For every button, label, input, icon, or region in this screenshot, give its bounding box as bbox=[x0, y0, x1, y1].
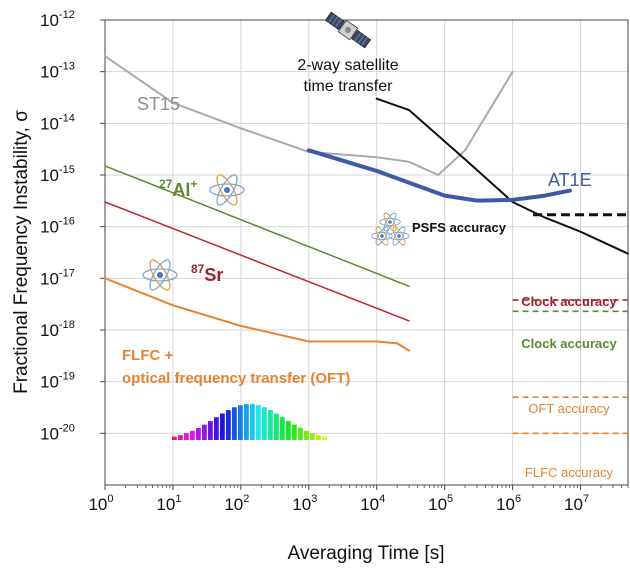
spectrum-comb-tooth bbox=[250, 404, 255, 440]
spectrum-comb-tooth bbox=[322, 436, 327, 440]
spectrum-comb-tooth bbox=[244, 404, 249, 440]
al-charge: + bbox=[190, 177, 197, 191]
spectrum-comb-tooth bbox=[256, 405, 261, 440]
satellite-label-line1: 2-way satellite bbox=[297, 57, 398, 74]
series-line bbox=[104, 165, 410, 288]
x-axis-title: Averaging Time [s] bbox=[287, 543, 444, 564]
spectrum-comb-tooth bbox=[184, 433, 189, 440]
psfs-accuracy-label: PSFS accuracy bbox=[412, 220, 507, 235]
y-tick-label: 10-14 bbox=[40, 112, 75, 133]
oft-accuracy-label: OFT accuracy bbox=[528, 401, 610, 416]
atom-cluster-icon bbox=[371, 212, 410, 246]
y-tick-label: 10-18 bbox=[40, 319, 75, 340]
series-line bbox=[104, 201, 410, 322]
spectrum-comb-tooth bbox=[298, 427, 303, 440]
spectrum-comb-tooth bbox=[304, 430, 309, 440]
spectrum-comb-tooth bbox=[202, 424, 207, 440]
spectrum-comb-tooth bbox=[220, 413, 225, 440]
spectrum-comb-tooth bbox=[232, 407, 237, 440]
spectrum-comb-tooth bbox=[268, 410, 273, 440]
x-tick-label: 101 bbox=[156, 493, 181, 514]
y-tick-label: 10-20 bbox=[40, 422, 75, 443]
satellite-icon bbox=[324, 11, 372, 49]
axis-ticks: 100 101 102 103 104 105 106 107 10-12 10-13 10-14 1… bbox=[40, 9, 629, 514]
y-tick-label: 10-17 bbox=[40, 267, 75, 288]
series-line bbox=[375, 97, 629, 255]
series-line bbox=[306, 148, 572, 203]
x-tick-label: 104 bbox=[360, 493, 385, 514]
reference-lines bbox=[512, 213, 628, 435]
spectrum-comb-tooth bbox=[310, 433, 315, 440]
y-tick-label: 10-19 bbox=[40, 371, 75, 392]
spectrum-comb-tooth bbox=[292, 424, 297, 440]
al-mass: 27 bbox=[159, 177, 173, 191]
y-tick-label: 10-12 bbox=[40, 9, 75, 30]
spectrum-comb-tooth bbox=[316, 435, 321, 440]
spectrum-comb-icon bbox=[172, 404, 327, 440]
spectrum-comb-tooth bbox=[274, 413, 279, 440]
spectrum-comb-tooth bbox=[190, 430, 195, 440]
atom-icon bbox=[209, 174, 245, 206]
sr-mass: 87 bbox=[191, 262, 205, 276]
clock-accuracy-red-label: Clock accuracy bbox=[521, 294, 617, 309]
y-axis-title: Fractional Frequency Instability, σ bbox=[11, 110, 32, 394]
y-tick-label: 10-16 bbox=[40, 216, 75, 237]
al-symbol: Al bbox=[172, 180, 190, 200]
al-label: 27Al+ bbox=[159, 177, 197, 200]
spectrum-comb-tooth bbox=[214, 417, 219, 440]
x-tick-label: 106 bbox=[496, 493, 521, 514]
st15-label: ST15 bbox=[137, 94, 180, 114]
series-line bbox=[104, 277, 411, 352]
spectrum-comb-tooth bbox=[280, 417, 285, 440]
spectrum-comb-tooth bbox=[286, 421, 291, 440]
spectrum-comb-tooth bbox=[196, 427, 201, 440]
flfc-accuracy-label: FLFC accuracy bbox=[525, 465, 614, 480]
spectrum-comb-tooth bbox=[262, 407, 267, 440]
y-tick-label: 10-13 bbox=[40, 61, 75, 82]
series-line bbox=[104, 55, 514, 176]
x-tick-label: 102 bbox=[224, 493, 249, 514]
y-tick-label: 10-15 bbox=[40, 164, 75, 185]
flfc-label-line2: optical frequency transfer (OFT) bbox=[122, 370, 350, 387]
series-layer bbox=[104, 55, 629, 352]
x-tick-label: 103 bbox=[292, 493, 317, 514]
spectrum-comb-tooth bbox=[178, 435, 183, 440]
x-tick-label: 100 bbox=[88, 493, 113, 514]
spectrum-comb-tooth bbox=[208, 421, 213, 440]
spectrum-comb-tooth bbox=[226, 410, 231, 440]
x-tick-label: 105 bbox=[428, 493, 453, 514]
atom-icon bbox=[142, 259, 178, 291]
spectrum-comb-tooth bbox=[172, 436, 177, 440]
at1e-label: AT1E bbox=[548, 170, 592, 190]
satellite-label-line2: time transfer bbox=[304, 78, 394, 95]
x-tick-label: 107 bbox=[564, 493, 589, 514]
sr-label: 87Sr bbox=[191, 262, 223, 285]
flfc-label-line1: FLFC + bbox=[122, 347, 173, 364]
spectrum-comb-tooth bbox=[238, 405, 243, 440]
sr-symbol: Sr bbox=[204, 265, 223, 285]
clock-accuracy-green-label: Clock accuracy bbox=[521, 336, 617, 351]
